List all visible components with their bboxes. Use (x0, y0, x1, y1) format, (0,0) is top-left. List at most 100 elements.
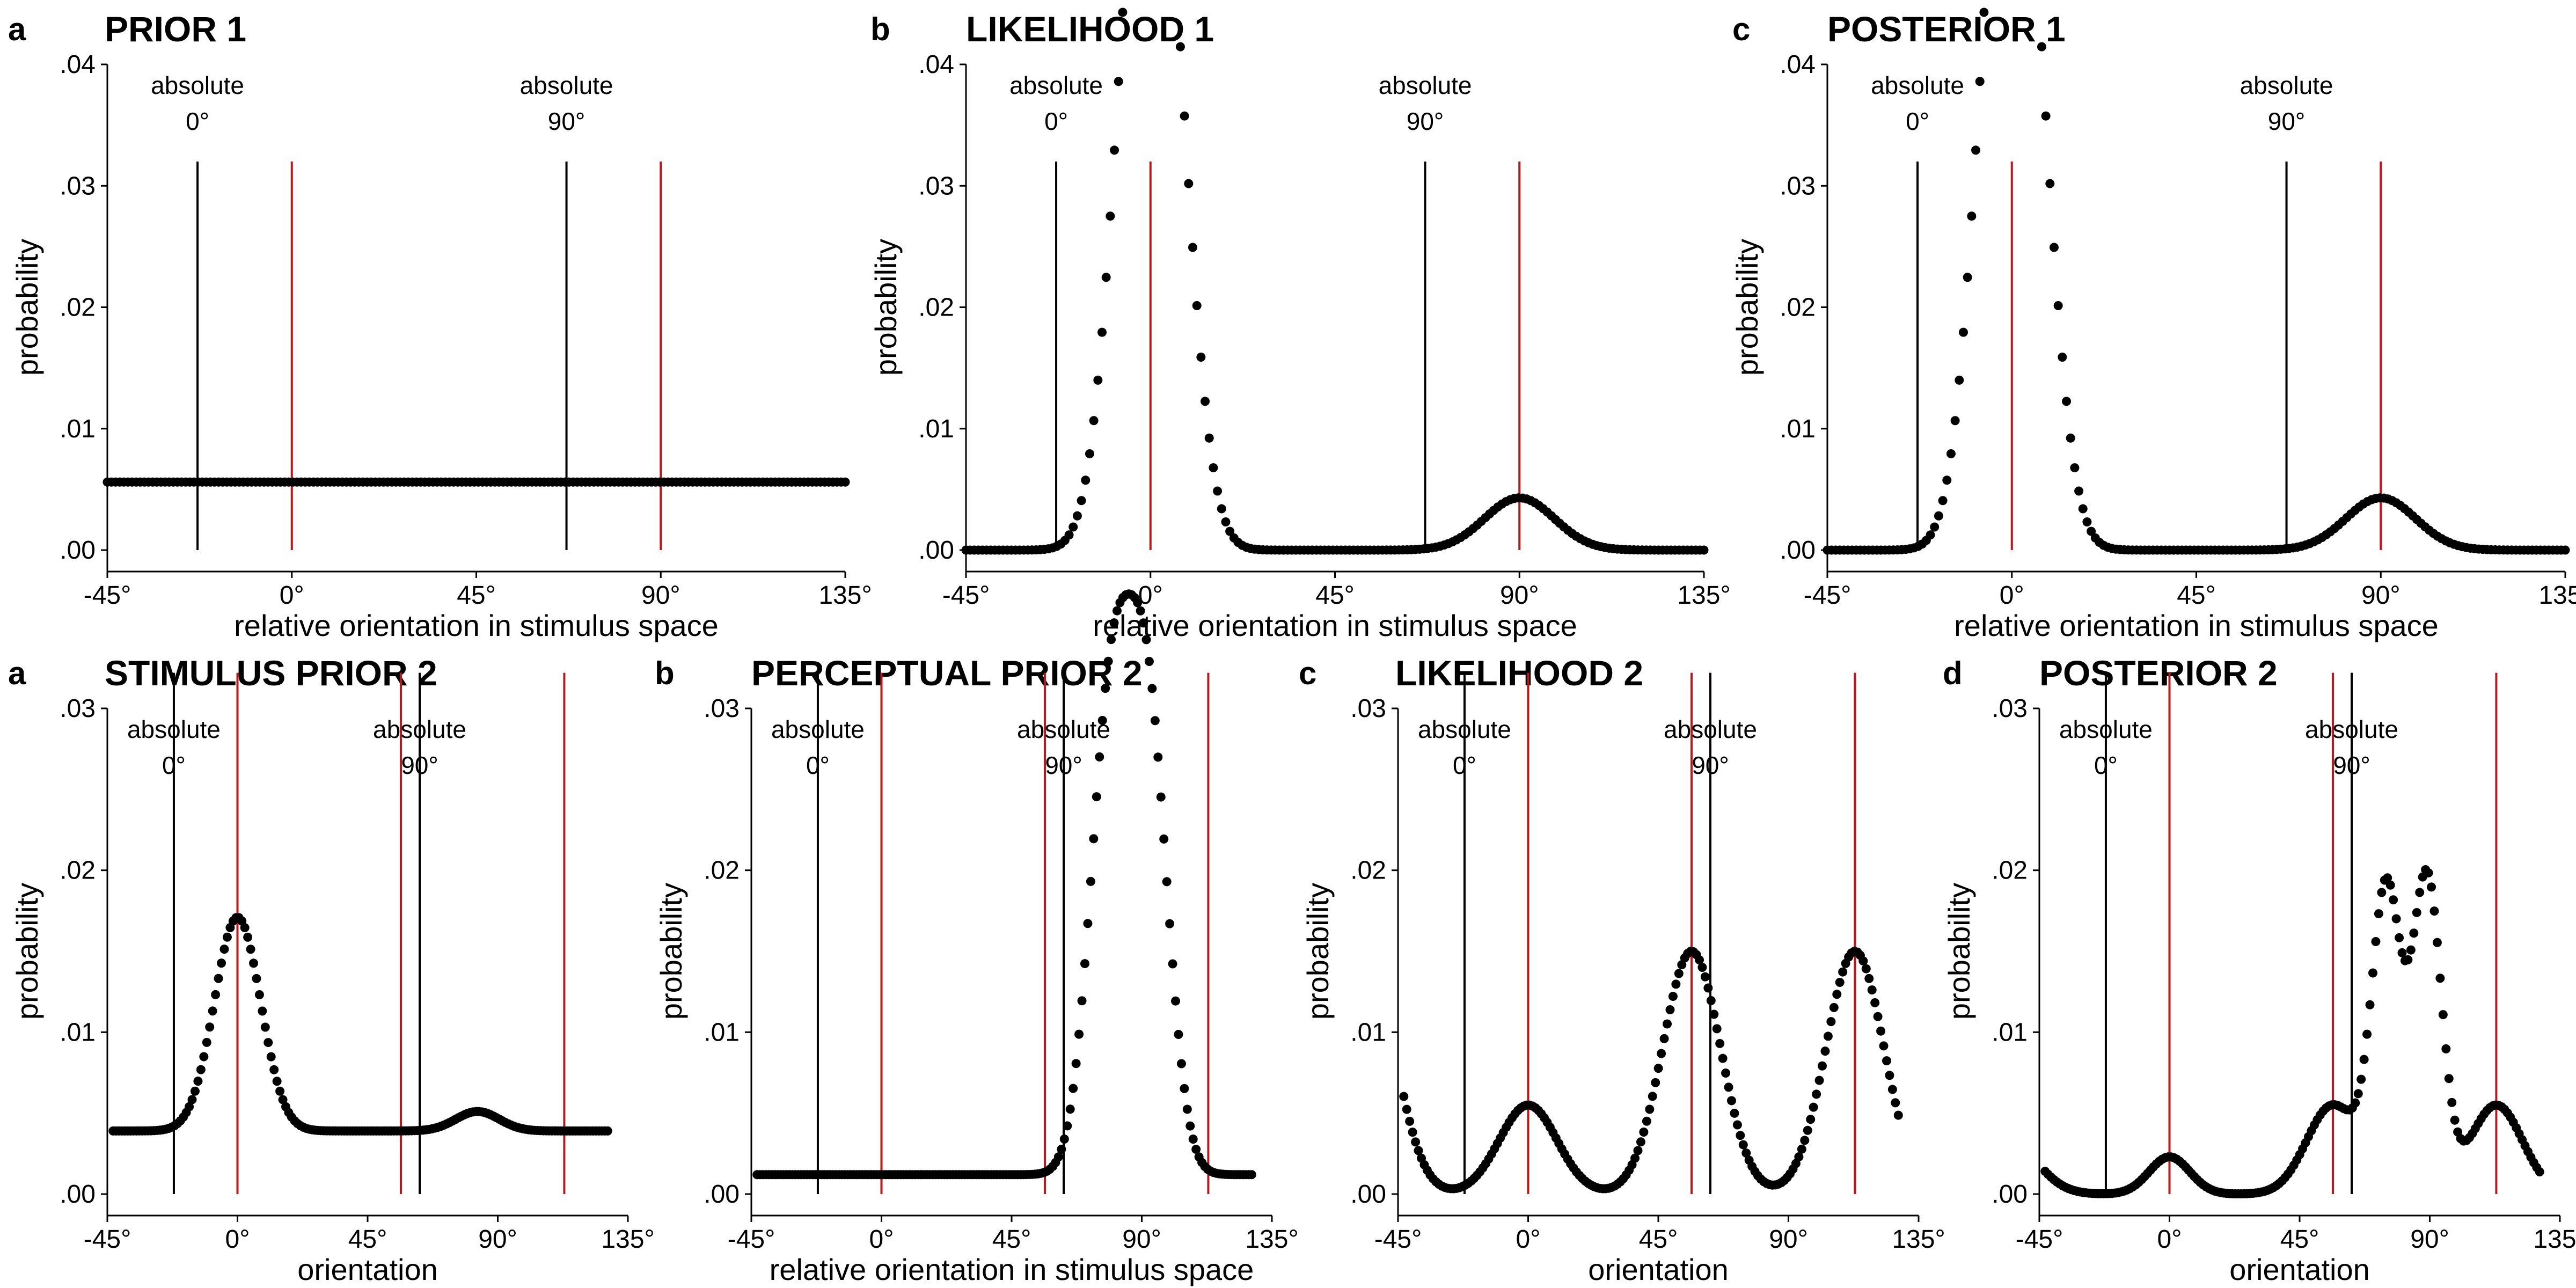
data-point (2359, 1055, 2369, 1064)
data-point (1184, 179, 1194, 188)
panel-letter: c (1732, 11, 1750, 47)
annotation-line2: 90° (2333, 751, 2370, 779)
data-point (2066, 433, 2075, 443)
data-point (211, 990, 221, 999)
data-point (1065, 1104, 1075, 1114)
y-tick-label: .03 (60, 694, 96, 723)
panel-title: LIKELIHOOD 1 (966, 9, 1214, 49)
data-point (199, 1052, 209, 1062)
data-point (2385, 880, 2395, 890)
data-point (1069, 1084, 1078, 1093)
data-point (1064, 530, 1074, 540)
x-tick-label: 90° (641, 581, 680, 610)
data-point (1648, 1092, 1657, 1101)
data-point (1715, 1038, 1725, 1048)
data-point (1139, 618, 1148, 628)
data-point (1835, 977, 1845, 987)
data-point (2427, 882, 2436, 892)
x-tick-label: -45° (84, 581, 131, 610)
x-tick-label: -45° (728, 1225, 775, 1254)
data-point (1800, 1136, 1810, 1145)
data-point (1971, 145, 1981, 155)
data-point (2432, 938, 2442, 947)
data-point (1826, 1017, 1836, 1027)
annotation-line1: absolute (2240, 71, 2333, 99)
y-tick-label: .01 (918, 415, 954, 443)
data-point (1718, 1053, 1728, 1063)
data-point (1110, 145, 1119, 155)
data-point (2087, 526, 2096, 536)
annotation-line2: 90° (1692, 751, 1729, 779)
data-point (1150, 716, 1160, 726)
y-tick-label: .04 (60, 50, 96, 79)
data-point (2395, 933, 2404, 942)
x-axis-title: orientation (2229, 1253, 2370, 1286)
annotation-line1: absolute (2059, 715, 2153, 743)
data-point (1156, 792, 1166, 802)
y-tick-label: .01 (60, 1018, 96, 1046)
data-point (1657, 1049, 1666, 1058)
data-point (1699, 545, 1709, 555)
data-point (2357, 1074, 2366, 1084)
chart-panel-2: b LIKELIHOOD 1 .00 .01 .02 .03 .04 -45° 0° 45° 90°… (869, 8, 1731, 642)
panel-letter: b (870, 11, 890, 47)
y-axis-title: probability (10, 883, 44, 1020)
data-point (1107, 635, 1116, 645)
data-point (1726, 1096, 1736, 1106)
data-point (1663, 1019, 1672, 1029)
data-point (1103, 656, 1113, 666)
data-point (260, 1022, 270, 1032)
data-point (1823, 1031, 1833, 1041)
data-point (1101, 684, 1110, 693)
x-tick-label: 0° (2000, 581, 2024, 610)
data-point (2041, 111, 2051, 121)
data-point (217, 958, 226, 968)
data-point (1926, 530, 1935, 540)
chart-panel-1: a PRIOR 1 .00 .01 .02 .03 .04 -45° 0° 45° 90° 135° r… (8, 9, 872, 642)
data-point (1975, 77, 1985, 86)
y-tick-label: .04 (918, 50, 954, 79)
data-point (1645, 1104, 1655, 1114)
y-tick-label: .02 (1780, 294, 1816, 322)
annotation-line2: 0° (1044, 107, 1068, 135)
y-tick-label: .01 (1350, 1018, 1386, 1046)
data-point (2560, 545, 2570, 555)
data-point (1730, 1108, 1739, 1118)
data-point (1891, 1098, 1900, 1108)
y-tick-label: .03 (1780, 172, 1816, 200)
data-point (1674, 969, 1684, 978)
x-tick-label: 135° (2533, 1225, 2576, 1254)
y-axis-title: probability (1942, 883, 1976, 1020)
data-point (1217, 504, 1226, 514)
data-point (1885, 1071, 1894, 1080)
y-tick-label: .04 (1780, 50, 1816, 79)
annotation-line1: absolute (2305, 715, 2398, 743)
data-point (1946, 449, 1956, 459)
data-point (1196, 353, 1206, 362)
data-point (1089, 416, 1099, 426)
data-point (196, 1065, 206, 1074)
data-point (1399, 1092, 1409, 1101)
data-point (1873, 1012, 1883, 1021)
y-tick-label: .01 (1780, 415, 1816, 443)
x-axis-title: relative orientation in stimulus space (1954, 609, 2439, 642)
data-point (269, 1065, 279, 1074)
data-point (1180, 1084, 1189, 1093)
data-point (1858, 956, 1868, 966)
y-tick-label: .03 (704, 694, 740, 723)
data-point (1630, 1153, 1640, 1163)
data-point (1171, 996, 1181, 1006)
annotation-line2: 90° (1407, 107, 1444, 135)
y-tick-label: .03 (1350, 694, 1386, 723)
data-point (2082, 517, 2092, 526)
data-point (1694, 955, 1704, 965)
data-point (1053, 1152, 1063, 1162)
data-point (1879, 1041, 1889, 1051)
x-tick-label: 135° (1677, 581, 1730, 610)
data-point (1930, 522, 1940, 532)
data-point (1414, 1146, 1423, 1155)
data-point (2389, 895, 2398, 905)
x-tick-label: 135° (601, 1225, 654, 1254)
data-point (2353, 1089, 2363, 1099)
data-point (2053, 301, 2063, 311)
